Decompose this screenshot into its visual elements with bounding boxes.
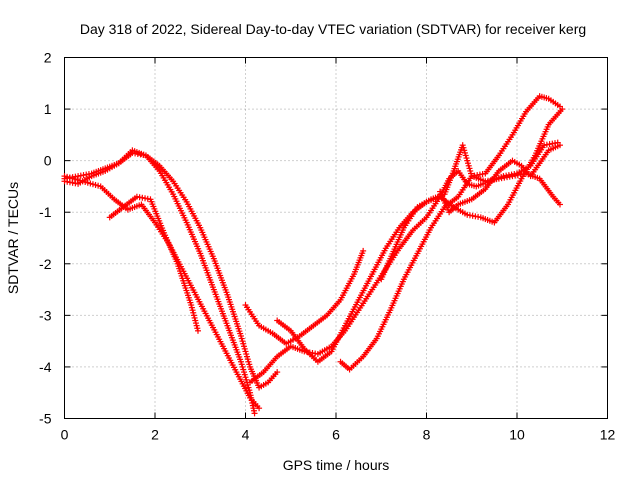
y-tick-label: 2 [44, 50, 52, 66]
series-track-4 [106, 193, 201, 334]
y-axis-label: SDTVAR / TECUs [5, 182, 21, 294]
data-point-marker [556, 142, 563, 149]
x-tick-label: 2 [151, 427, 159, 443]
data-point-marker [251, 410, 258, 417]
series-track-1 [61, 149, 281, 391]
data-point-marker [194, 327, 201, 334]
series-track-9 [378, 93, 563, 283]
y-tick-label: -5 [39, 411, 52, 427]
series-track-10 [437, 142, 563, 216]
data-point-marker [274, 369, 281, 376]
y-tick-label: -1 [39, 204, 52, 220]
x-tick-label: 6 [332, 427, 340, 443]
series-line [380, 95, 561, 280]
series-track-2 [61, 173, 263, 412]
data-series [61, 93, 566, 417]
data-point-marker [556, 201, 563, 208]
y-tick-label: 1 [44, 101, 52, 117]
y-tick-label: 0 [44, 153, 52, 169]
x-tick-label: 0 [61, 427, 69, 443]
series-line [64, 149, 256, 414]
series-track-8 [337, 170, 563, 373]
series-track-3 [61, 147, 258, 417]
series-line [249, 141, 558, 384]
x-axis-label: GPS time / hours [283, 457, 390, 473]
x-tick-label: 8 [423, 427, 431, 443]
series-track-5 [247, 139, 561, 386]
y-tick-label: -3 [39, 307, 52, 323]
x-tick-label: 12 [600, 427, 616, 443]
x-tick-label: 10 [509, 427, 525, 443]
data-point-marker [360, 247, 367, 254]
data-point-marker [556, 103, 563, 110]
series-line [276, 108, 563, 363]
series-track-7 [274, 106, 566, 365]
chart-title: Day 318 of 2022, Sidereal Day-to-day VTE… [80, 21, 586, 37]
y-tick-label: -2 [39, 256, 52, 272]
y-tick-label: -4 [39, 359, 52, 375]
x-tick-label: 4 [242, 427, 250, 443]
series-track-6 [242, 247, 367, 347]
data-point-marker [256, 405, 263, 412]
series-line [64, 175, 260, 409]
